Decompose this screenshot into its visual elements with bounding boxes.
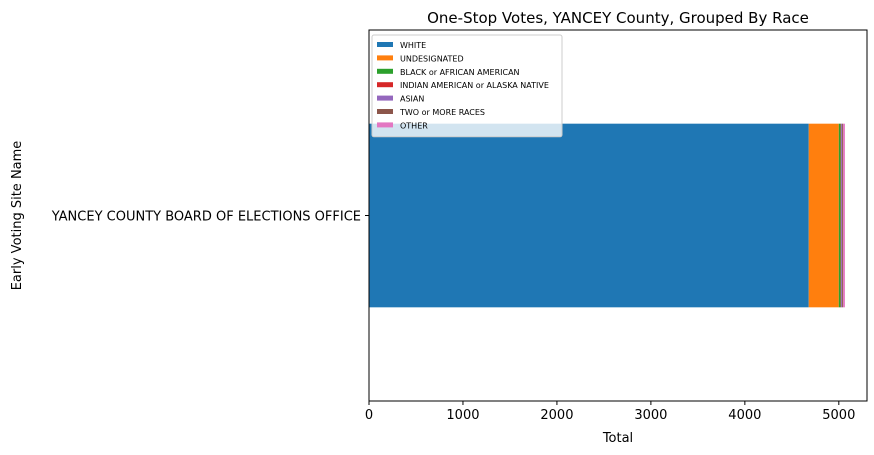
x-axis-ticks: 0 1000 2000 3000 4000 5000 (365, 401, 855, 423)
x-axis-label: Total (602, 431, 633, 446)
y-tick-label: YANCEY COUNTY BOARD OF ELECTIONS OFFICE (51, 210, 361, 225)
y-axis-ticks: YANCEY COUNTY BOARD OF ELECTIONS OFFICE (51, 210, 369, 225)
legend-swatch (377, 109, 393, 114)
legend-swatch (377, 68, 393, 74)
x-tick-label: 0 (365, 408, 373, 423)
bar-segment-black-or-african-american (838, 123, 841, 308)
chart-title: One-Stop Votes, YANCEY County, Grouped B… (427, 9, 809, 27)
y-axis-label: Early Voting Site Name (10, 141, 25, 291)
legend-swatch (377, 55, 393, 61)
bar-segment-white (369, 123, 809, 308)
x-tick-label: 2000 (540, 408, 573, 423)
legend-entry: ASIAN (400, 95, 424, 104)
legend: WHITE UNDESIGNATED BLACK or AFRICAN AMERIC… (371, 34, 563, 138)
legend-swatch (377, 95, 393, 101)
x-tick-label: 3000 (634, 408, 667, 423)
legend-swatch (377, 122, 393, 128)
bar-segment-two-or-more-races (842, 123, 844, 308)
legend-entry: BLACK or AFRICAN AMERICAN (400, 68, 520, 77)
bar-segment-other (843, 123, 845, 308)
legend-entry: TWO or MORE RACES (399, 108, 485, 117)
x-tick-label: 5000 (822, 408, 855, 423)
bar-group (369, 123, 845, 308)
legend-entry: WHITE (400, 41, 426, 50)
legend-entry: INDIAN AMERICAN or ALASKA NATIVE (400, 81, 549, 90)
bar-segment-indian-american-or-alaska-native (840, 123, 842, 308)
bar-segment-asian (841, 123, 843, 308)
x-tick-label: 4000 (728, 408, 761, 423)
legend-box (371, 34, 563, 138)
legend-swatch (377, 82, 393, 88)
x-tick-label: 1000 (446, 408, 479, 423)
bar-segment-undesignated (808, 123, 839, 308)
legend-swatch (377, 42, 393, 47)
legend-entry: OTHER (400, 121, 428, 130)
legend-entry: UNDESIGNATED (400, 54, 464, 63)
